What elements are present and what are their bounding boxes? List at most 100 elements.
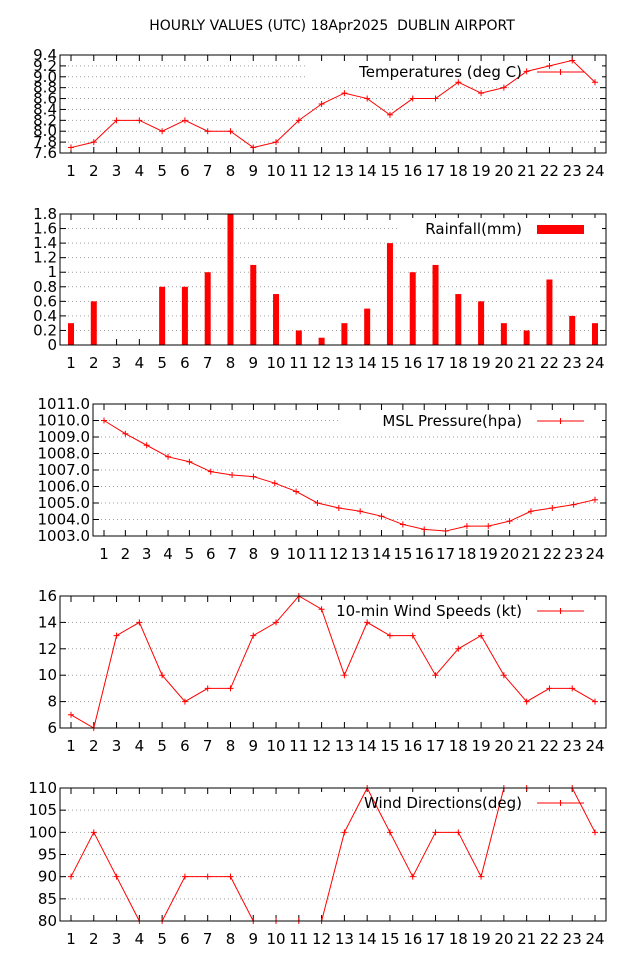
legend-background	[308, 61, 602, 78]
x-tick-label: 4	[135, 354, 145, 372]
x-tick-label: 8	[226, 737, 236, 755]
data-point	[68, 873, 74, 880]
bar	[181, 286, 188, 345]
bar	[432, 264, 439, 345]
x-tick-label: 11	[308, 545, 327, 563]
x-tick-label: 24	[585, 162, 604, 180]
x-tick-label: 11	[289, 354, 308, 372]
x-tick-label: 7	[203, 930, 213, 948]
data-point	[204, 128, 211, 135]
data-point	[250, 632, 257, 639]
data-point	[204, 685, 211, 692]
data-point	[386, 829, 393, 836]
data-point	[341, 672, 348, 679]
y-tick-label: 110	[28, 779, 57, 797]
bar	[341, 323, 348, 345]
bar	[273, 294, 280, 345]
data-point	[271, 480, 278, 487]
x-tick-label: 1	[66, 354, 76, 372]
bar	[204, 272, 211, 345]
data-point	[432, 95, 439, 102]
bar	[569, 315, 576, 345]
bar	[364, 308, 371, 345]
data-point	[341, 829, 348, 836]
legend-background	[305, 792, 602, 809]
data-point	[592, 79, 598, 86]
data-point	[273, 619, 280, 626]
y-tick-label: 1.4	[33, 234, 57, 252]
x-tick-label: 13	[335, 162, 354, 180]
data-point	[113, 873, 120, 880]
data-point	[592, 496, 598, 503]
x-tick-label: 19	[479, 545, 498, 563]
x-tick-label: 12	[312, 354, 331, 372]
x-tick-label: 23	[563, 930, 582, 948]
data-point	[569, 685, 576, 692]
data-point	[181, 117, 188, 124]
x-tick-label: 16	[415, 545, 434, 563]
data-point	[136, 619, 143, 626]
plot-frame	[92, 403, 607, 537]
data-point	[455, 645, 462, 652]
data-point	[478, 632, 485, 639]
x-tick-label: 23	[564, 545, 583, 563]
data-point	[113, 632, 120, 639]
data-point	[113, 117, 120, 124]
x-tick-label: 3	[112, 930, 122, 948]
x-tick-label: 6	[206, 545, 216, 563]
plot-frame	[59, 595, 607, 729]
y-tick-label: 8.4	[33, 100, 57, 118]
data-point	[527, 508, 534, 515]
data-point	[421, 526, 428, 533]
y-tick-label: 0.6	[33, 292, 57, 310]
x-tick-label: 13	[335, 737, 354, 755]
data-point	[523, 68, 530, 75]
data-point	[207, 468, 214, 475]
y-tick-label: 7.6	[33, 144, 57, 162]
x-tick-label: 21	[517, 930, 536, 948]
x-tick-label: 5	[157, 354, 167, 372]
y-tick-label: 1005.0	[38, 494, 91, 512]
x-tick-label: 23	[563, 737, 582, 755]
data-point	[455, 79, 462, 86]
legend-label: Wind Directions(deg)	[364, 794, 522, 812]
y-tick-label: 1009.0	[38, 428, 91, 446]
data-point	[136, 117, 143, 124]
x-tick-label: 6	[180, 737, 190, 755]
data-point	[143, 442, 150, 449]
bar	[250, 264, 257, 345]
x-tick-label: 8	[226, 354, 236, 372]
data-point	[101, 417, 107, 424]
x-tick-label: 7	[227, 545, 237, 563]
data-point	[386, 632, 393, 639]
legend-swatch	[537, 225, 584, 234]
x-tick-label: 3	[112, 737, 122, 755]
data-point	[546, 685, 553, 692]
y-tick-label: 7.8	[33, 133, 57, 151]
x-tick-label: 16	[403, 162, 422, 180]
data-point	[335, 504, 342, 511]
series-line	[70, 59, 596, 149]
data-point	[318, 606, 325, 613]
x-tick-label: 19	[472, 354, 491, 372]
x-tick-label: 4	[135, 737, 145, 755]
x-tick-label: 23	[563, 162, 582, 180]
x-tick-label: 22	[540, 354, 559, 372]
x-tick-label: 19	[472, 737, 491, 755]
data-point	[90, 139, 97, 146]
data-point	[463, 523, 470, 530]
x-tick-label: 2	[89, 354, 99, 372]
x-tick-label: 24	[585, 354, 604, 372]
x-tick-label: 5	[185, 545, 195, 563]
x-tick-label: 17	[426, 162, 445, 180]
y-tick-label: 6	[47, 719, 57, 737]
y-tick-label: 9.0	[33, 68, 57, 86]
y-tick-label: 1008.0	[38, 445, 91, 463]
x-tick-label: 8	[226, 162, 236, 180]
x-tick-label: 21	[517, 737, 536, 755]
plot-frame	[59, 54, 607, 154]
x-tick-label: 6	[180, 162, 190, 180]
legend-marker	[557, 69, 564, 75]
